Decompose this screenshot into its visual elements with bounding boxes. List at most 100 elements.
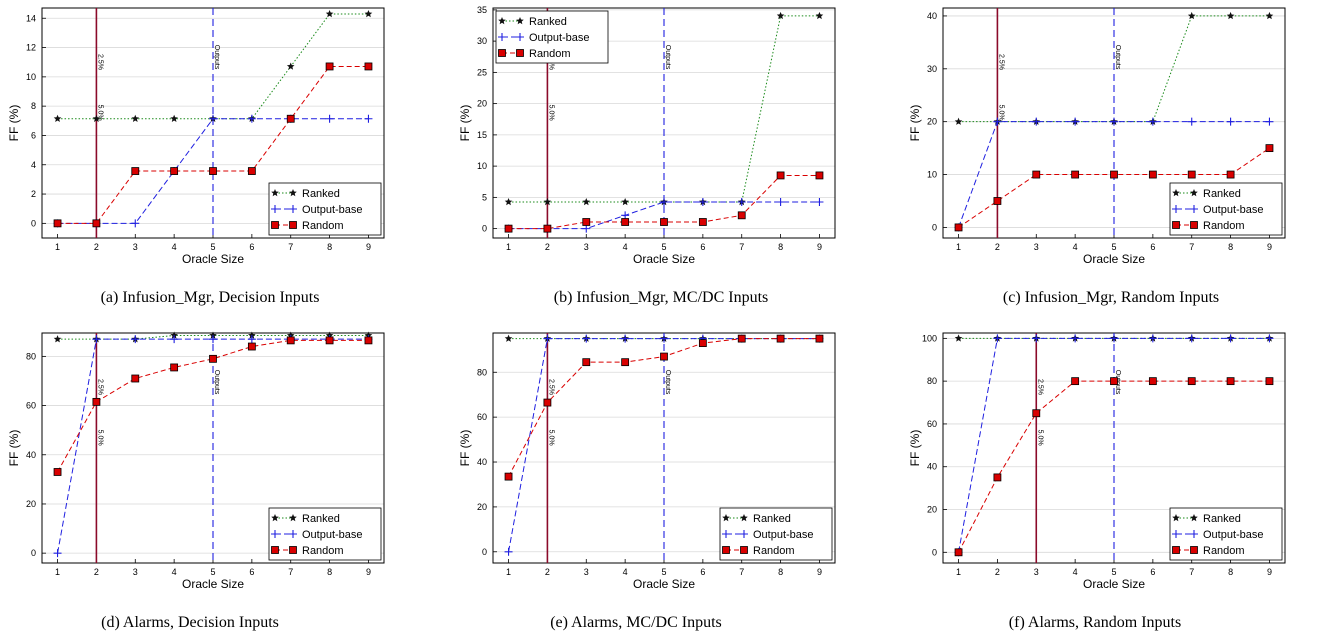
- chart-panel-5: 0 20 40 60 80 1 2 3 4 5 6 7 8 9 Oracle Size FF (%) 2.5% 5…: [458, 332, 836, 631]
- data-point-random: [621, 218, 630, 226]
- chart-caption: (c) Infusion_Mgr, Random Inputs: [1003, 289, 1219, 306]
- x-tick-label: 9: [1267, 567, 1272, 577]
- data-point-output-base: [1032, 334, 1041, 343]
- vline-label: 5.0%: [1036, 430, 1043, 446]
- data-point-random: [53, 219, 62, 228]
- data-point-ranked: [1226, 11, 1235, 20]
- data-point-output-base: [776, 198, 785, 206]
- y-axis-label: FF (%): [7, 105, 21, 142]
- data-point-random: [1226, 170, 1235, 179]
- data-point-random: [1032, 409, 1041, 418]
- x-tick-label: 4: [172, 242, 177, 252]
- y-tick-label: 20: [477, 99, 487, 109]
- data-point-random: [582, 218, 591, 226]
- chart-panel-3: 0 10 20 30 40 1 2 3 4 5 6 7 8 9 Oracle Size FF (%) 2.5% 5…: [908, 7, 1286, 306]
- data-point-random: [325, 336, 334, 345]
- x-tick-label: 4: [1073, 242, 1078, 252]
- x-tick-label: 8: [327, 242, 332, 252]
- chart-caption: (f) Alarms, Random Inputs: [1009, 614, 1181, 631]
- x-tick-label: 3: [1034, 242, 1039, 252]
- data-point-random: [1148, 170, 1157, 179]
- y-tick-label: 10: [26, 72, 36, 82]
- data-point-random: [993, 473, 1002, 482]
- data-point-random: [170, 167, 179, 175]
- y-tick-label: 0: [932, 547, 937, 557]
- data-point-random: [621, 358, 630, 367]
- data-point-output-base: [621, 334, 630, 343]
- data-point-ranked: [1265, 11, 1274, 20]
- legend-marker: [271, 205, 279, 213]
- x-tick-label: 4: [623, 567, 628, 577]
- data-point-random: [698, 339, 707, 347]
- legend-marker: [1190, 514, 1198, 522]
- data-point-random: [504, 472, 513, 481]
- data-point-output-base: [582, 224, 591, 233]
- chart-caption: (e) Alarms, MC/DC Inputs: [550, 614, 722, 631]
- data-point-output-base: [209, 335, 217, 344]
- y-tick-label: 14: [26, 13, 36, 23]
- y-tick-label: 10: [477, 161, 487, 171]
- x-tick-label: 8: [1228, 242, 1233, 252]
- legend-marker: [498, 49, 506, 57]
- data-point-random: [737, 334, 746, 343]
- legend-label: Random: [1203, 220, 1245, 232]
- legend-marker: [498, 17, 506, 25]
- legend-label: Output-base: [302, 204, 363, 216]
- data-point-output-base: [1226, 117, 1235, 126]
- x-tick-label: 9: [366, 242, 371, 252]
- legend-label: Ranked: [753, 513, 791, 525]
- x-tick-label: 2: [545, 242, 550, 252]
- vline-label: Outputs: [664, 370, 671, 395]
- data-point-ranked: [286, 62, 295, 70]
- data-point-random: [1265, 144, 1274, 153]
- legend-marker: [289, 221, 297, 229]
- x-tick-label: 6: [1150, 567, 1155, 577]
- y-tick-label: 0: [932, 222, 937, 232]
- chart-caption: (b) Infusion_Mgr, MC/DC Inputs: [554, 289, 768, 306]
- data-point-ranked: [364, 10, 373, 18]
- y-tick-label: 12: [26, 43, 36, 53]
- legend-marker: [740, 546, 748, 554]
- y-tick-label: 30: [927, 64, 937, 74]
- data-point-output-base: [737, 198, 746, 206]
- vline-label: 2.5%: [96, 54, 103, 70]
- x-tick-label: 6: [700, 567, 705, 577]
- x-tick-label: 1: [506, 567, 511, 577]
- legend-marker: [1172, 189, 1180, 197]
- y-tick-label: 35: [477, 5, 487, 15]
- data-point-output-base: [1148, 334, 1157, 343]
- y-tick-label: 40: [927, 11, 937, 21]
- y-axis-label: FF (%): [458, 105, 472, 142]
- y-tick-label: 20: [477, 502, 487, 512]
- series-line-random: [57, 65, 369, 224]
- data-point-ranked: [543, 198, 552, 206]
- legend-label: Output-base: [753, 529, 814, 541]
- y-tick-label: 20: [927, 117, 937, 127]
- legend-label: Random: [302, 220, 344, 232]
- data-point-random: [660, 218, 668, 226]
- x-tick-label: 2: [995, 567, 1000, 577]
- legend-label: Ranked: [1203, 188, 1241, 200]
- vline-label: 2.5%: [1036, 379, 1043, 395]
- data-point-output-base: [543, 334, 552, 343]
- y-tick-label: 80: [26, 351, 36, 361]
- legend-label: Ranked: [302, 513, 340, 525]
- legend-marker: [1190, 221, 1198, 229]
- data-point-output-base: [993, 117, 1002, 126]
- data-point-output-base: [247, 114, 256, 123]
- y-tick-label: 40: [26, 450, 36, 460]
- legend-marker: [516, 49, 524, 57]
- data-point-ranked: [325, 10, 334, 18]
- data-point-random: [209, 167, 217, 175]
- x-tick-label: 8: [778, 567, 783, 577]
- data-point-random: [1187, 377, 1196, 386]
- x-tick-label: 7: [739, 242, 744, 252]
- x-tick-label: 7: [1189, 567, 1194, 577]
- chart-caption: (a) Infusion_Mgr, Decision Inputs: [101, 289, 320, 306]
- y-tick-label: 0: [482, 547, 487, 557]
- chart-caption: (d) Alarms, Decision Inputs: [101, 614, 279, 631]
- legend-label: Output-base: [529, 32, 590, 44]
- y-tick-label: 60: [26, 401, 36, 411]
- legend-marker: [289, 530, 297, 538]
- x-axis-label: Oracle Size: [182, 252, 244, 266]
